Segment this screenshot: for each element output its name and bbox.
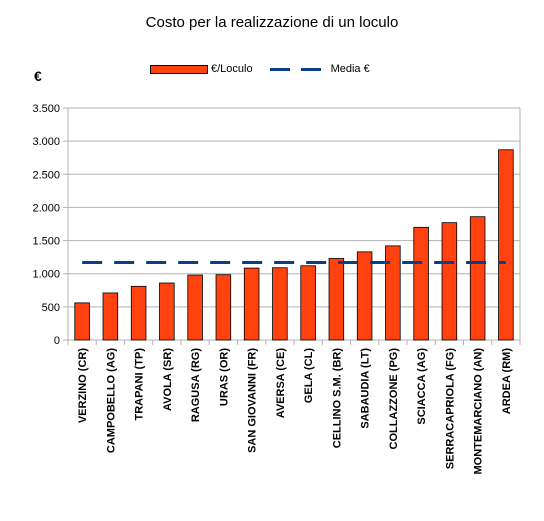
legend-line-swatch — [267, 65, 327, 74]
bar — [356, 251, 373, 341]
bar — [215, 274, 232, 341]
y-tick-label: 0 — [54, 335, 60, 347]
legend-line-label: Media € — [330, 63, 370, 75]
y-tick-label: 500 — [42, 302, 60, 314]
bar — [243, 267, 260, 341]
x-tick-labels: VERZINO (CR) CAMPOBELLO (AG) TRAPANI (TP) A… — [77, 348, 513, 475]
x-tick-label: COLLAZZONE (PG) — [388, 348, 400, 450]
y-tick-label: 3.500 — [32, 103, 60, 115]
y-tick-label: 1.000 — [32, 269, 60, 281]
x-tick-label: SAN GIOVANNI (FR) — [247, 348, 259, 453]
x-tick-label: CELLINO S.M. (BR) — [331, 348, 343, 449]
bar — [385, 245, 401, 341]
bar — [187, 274, 203, 341]
y-tick-label: 2.500 — [32, 169, 60, 181]
bar — [102, 292, 119, 341]
legend-bar-swatch — [150, 64, 208, 74]
bar — [272, 267, 288, 341]
x-tick-label: ARDEA (RM) — [501, 348, 513, 415]
bar — [159, 282, 175, 341]
x-tick-label: SABAUDIA (LT) — [360, 348, 372, 429]
y-tick-label: 3.000 — [32, 136, 60, 148]
x-tick-label: VERZINO (CR) — [77, 348, 89, 424]
y-axis-unit-label: € — [34, 68, 42, 84]
x-tick-label: AVERSA (CE) — [275, 348, 287, 419]
y-tick-label: 2.000 — [32, 202, 60, 214]
x-tick-label: GELA (CL) — [303, 348, 315, 404]
x-tick-label: TRAPANI (TP) — [134, 348, 146, 421]
legend-item-bar: €/Loculo — [150, 63, 253, 75]
x-tick-label: MONTEMARCIANO (AN) — [473, 348, 485, 475]
x-tick-label: AVOLA (SR) — [162, 348, 174, 411]
bar — [130, 285, 147, 341]
y-tick-labels: 0 500 1.000 1.500 2.000 2.500 3.000 3.500 — [32, 103, 60, 347]
chart-title: Costo per la realizzazione di un loculo — [145, 14, 399, 31]
x-tick-label: RAGUSA (RG) — [190, 348, 202, 422]
legend: €/Loculo Media € — [150, 60, 384, 78]
y-tick-label: 1.500 — [32, 236, 60, 248]
bar — [328, 258, 345, 341]
bar — [441, 222, 458, 341]
bar — [498, 149, 514, 341]
legend-bar-label: €/Loculo — [211, 63, 253, 75]
bar-series — [74, 149, 514, 341]
x-tick-label: SERRACAPRIOLA (FG) — [444, 348, 456, 470]
bar — [300, 265, 316, 341]
x-tick-label: CAMPOBELLO (AG) — [105, 348, 117, 453]
x-tick-label: URAS (OR) — [218, 348, 230, 406]
bar — [74, 302, 90, 341]
bar — [469, 216, 486, 341]
legend-item-line: Media € — [267, 63, 370, 75]
x-tick-label: SCIACCA (AG) — [416, 348, 428, 425]
bar — [413, 226, 429, 341]
